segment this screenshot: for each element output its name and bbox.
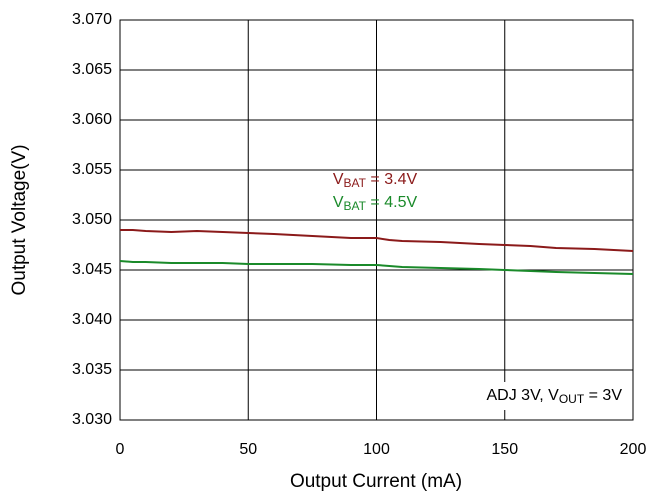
series-label-rest: = 3.4V bbox=[366, 171, 417, 188]
y-tick-label: 3.030 bbox=[72, 411, 112, 428]
annotation: ADJ 3V, VOUT = 3V bbox=[487, 387, 623, 406]
x-axis-label: Output Current (mA) bbox=[290, 471, 462, 492]
y-tick-label: 3.040 bbox=[72, 311, 112, 328]
annotation-rest: = 3V bbox=[584, 387, 622, 404]
y-tick-label: 3.060 bbox=[72, 111, 112, 128]
series-label-main: V bbox=[333, 171, 344, 188]
y-axis-label: Output Voltage(V) bbox=[9, 144, 30, 295]
annotation-sub: OUT bbox=[559, 392, 585, 406]
annotation-bg bbox=[430, 382, 625, 410]
x-tick-label: 0 bbox=[116, 441, 125, 458]
plot-border bbox=[119, 19, 634, 421]
y-tick-label: 3.070 bbox=[72, 11, 112, 28]
series-line bbox=[120, 229, 634, 252]
x-tick-label: 100 bbox=[363, 441, 390, 458]
y-tick-label: 3.035 bbox=[72, 361, 112, 378]
y-tick-label: 3.045 bbox=[72, 261, 112, 278]
x-tick-label: 50 bbox=[239, 441, 257, 458]
y-tick-label: 3.050 bbox=[72, 211, 112, 228]
series-line bbox=[119, 260, 634, 275]
series-label-rest: = 4.5V bbox=[366, 194, 417, 211]
x-tick-label: 150 bbox=[491, 441, 518, 458]
annotation-main: ADJ 3V, V bbox=[487, 387, 560, 404]
series-label-sub: BAT bbox=[344, 199, 367, 213]
y-tick-label: 3.055 bbox=[72, 161, 112, 178]
series-label: VBAT = 4.5V bbox=[333, 194, 418, 213]
series-label: VBAT = 3.4V bbox=[333, 171, 418, 190]
x-tick-label: 200 bbox=[620, 441, 647, 458]
series-label-sub: BAT bbox=[344, 176, 367, 190]
y-tick-label: 3.065 bbox=[72, 61, 112, 78]
series-label-main: V bbox=[333, 194, 344, 211]
